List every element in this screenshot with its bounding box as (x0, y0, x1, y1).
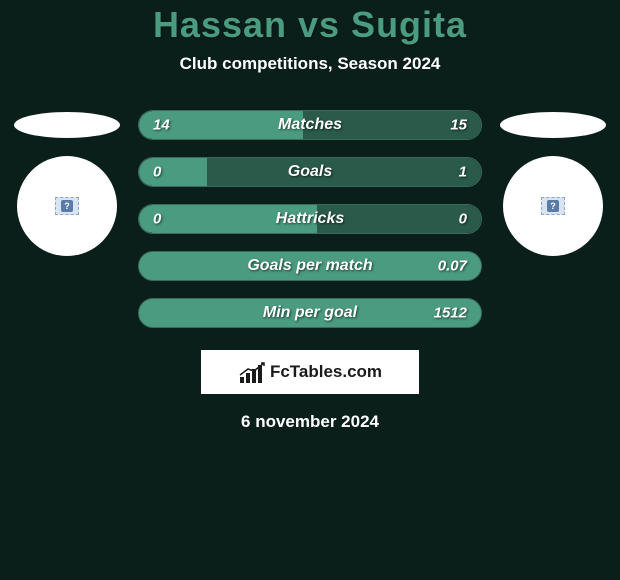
player-avatar-right: ? (503, 156, 603, 256)
bar-fill-right (207, 158, 481, 186)
placeholder-image-icon: ? (55, 197, 79, 215)
player-flag-right (500, 112, 606, 138)
chart-icon (238, 361, 266, 383)
stat-bar-goals-per-match: Goals per match 0.07 (138, 251, 482, 281)
bar-label: Matches (278, 116, 342, 134)
left-player-col: ? (14, 110, 120, 256)
bar-label: Goals per match (247, 257, 372, 275)
right-player-col: ? (500, 110, 606, 256)
bar-value-right: 0 (459, 211, 467, 228)
bar-label: Hattricks (276, 210, 344, 228)
player-flag-left (14, 112, 120, 138)
bar-value-left: 0 (153, 164, 161, 181)
bar-value-right: 15 (450, 117, 467, 134)
bar-label: Min per goal (263, 304, 357, 322)
page-title: Hassan vs Sugita (0, 4, 620, 46)
stat-bar-min-per-goal: Min per goal 1512 (138, 298, 482, 328)
bar-value-right: 1 (459, 164, 467, 181)
source-logo[interactable]: FcTables.com (201, 350, 419, 394)
stat-bar-goals: 0 Goals 1 (138, 157, 482, 187)
chart-line-icon (238, 361, 266, 383)
bar-value-left: 0 (153, 211, 161, 228)
bar-value-left: 14 (153, 117, 170, 134)
stat-bar-matches: 14 Matches 15 (138, 110, 482, 140)
bar-value-right: 1512 (434, 305, 467, 322)
stat-bars: 14 Matches 15 0 Goals 1 0 Hattricks 0 Go… (138, 110, 482, 328)
question-icon: ? (61, 200, 73, 212)
subtitle: Club competitions, Season 2024 (0, 54, 620, 74)
player-avatar-left: ? (17, 156, 117, 256)
logo-text: FcTables.com (270, 362, 382, 382)
placeholder-image-icon: ? (541, 197, 565, 215)
bar-fill-left (139, 158, 207, 186)
comparison-widget: Hassan vs Sugita Club competitions, Seas… (0, 0, 620, 432)
date-label: 6 november 2024 (0, 412, 620, 432)
bar-value-right: 0.07 (438, 258, 467, 275)
stat-bar-hattricks: 0 Hattricks 0 (138, 204, 482, 234)
bar-label: Goals (288, 163, 332, 181)
main-row: ? 14 Matches 15 0 Goals 1 (0, 110, 620, 328)
question-icon: ? (547, 200, 559, 212)
